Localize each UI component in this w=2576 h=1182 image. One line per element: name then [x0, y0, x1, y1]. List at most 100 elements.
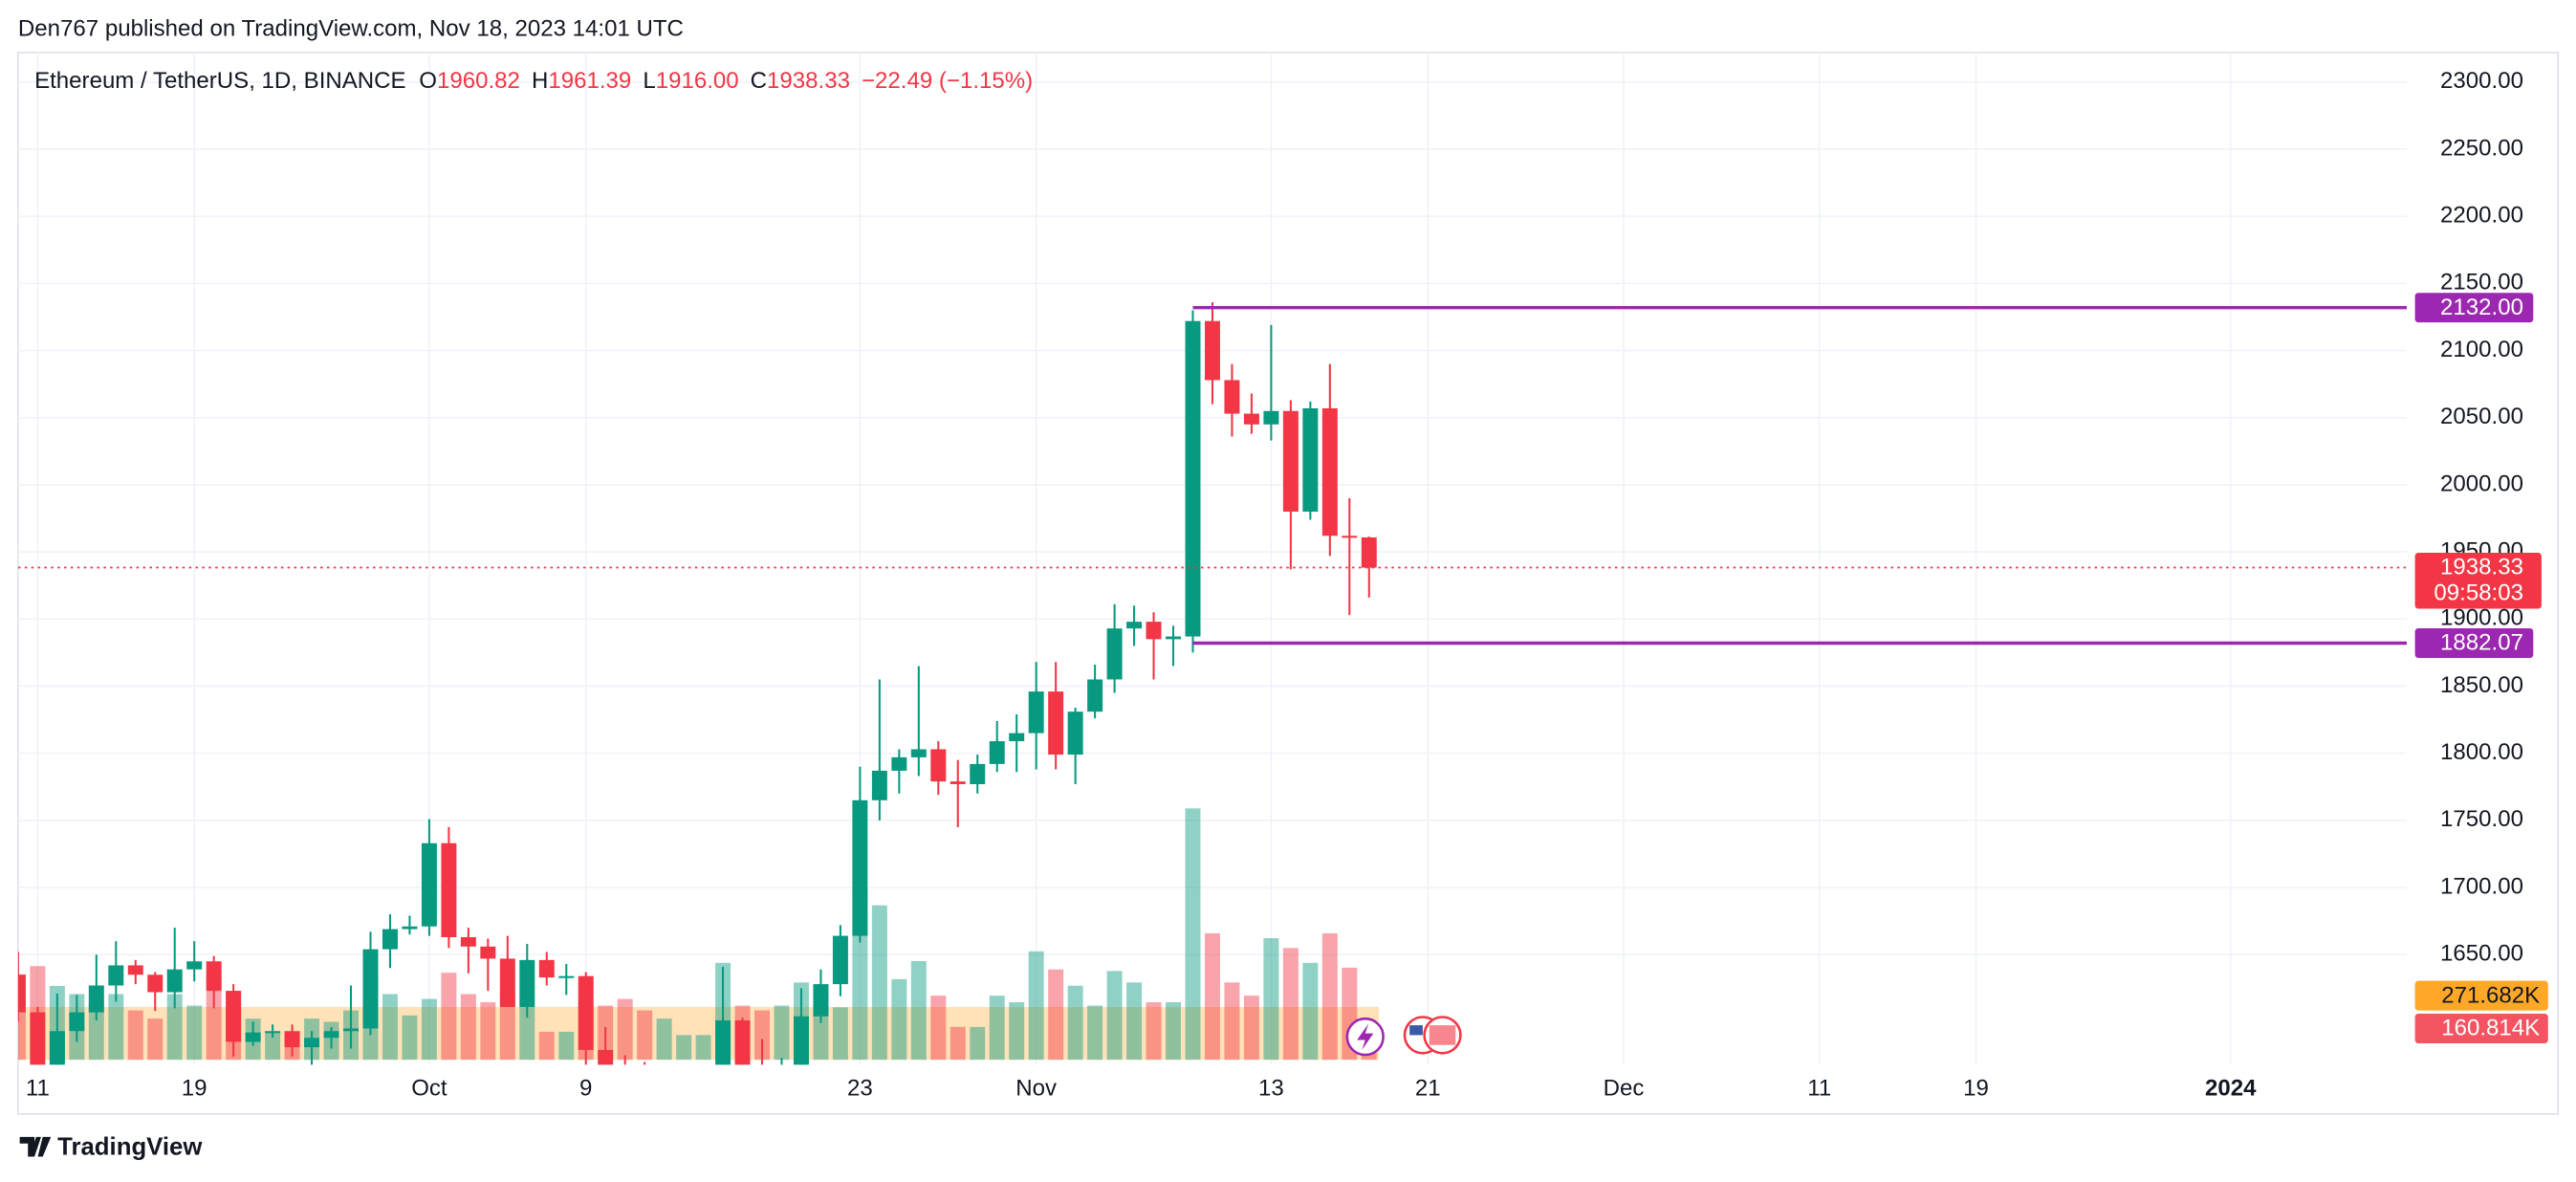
legend-change: −22.49 (−1.15%): [862, 68, 1033, 94]
brand-logo: [19, 1136, 52, 1157]
volume-bar: [1028, 951, 1044, 1061]
volume-bar: [676, 1035, 692, 1061]
x-tick-label: 19: [182, 1075, 207, 1101]
volume-bar: [871, 905, 887, 1061]
volume-bar: [813, 1005, 829, 1061]
candle-body: [441, 843, 457, 937]
legend-value: 1938.33: [767, 68, 850, 94]
volume-bar: [970, 1026, 986, 1061]
legend-value: 1960.82: [437, 68, 520, 94]
hline-price-label: 1882.07: [2440, 630, 2523, 656]
candle-body: [1166, 636, 1182, 640]
x-tick-label: 13: [1258, 1075, 1284, 1101]
candle-body: [69, 1012, 85, 1032]
y-tick-label: 2200.00: [2440, 203, 2523, 229]
candle-body: [1048, 691, 1064, 755]
candle-body: [1224, 380, 1240, 414]
candle-body: [852, 799, 868, 936]
volume-bar: [127, 1010, 143, 1061]
candle-body: [1067, 711, 1083, 755]
candle-body: [402, 926, 418, 930]
event-icons: [1345, 1016, 1462, 1057]
candle-body: [578, 975, 594, 1050]
candle-body: [49, 1031, 65, 1065]
candle-body: [519, 959, 535, 1007]
candle-body: [538, 959, 555, 978]
volume-bar: [1243, 996, 1259, 1061]
candle-body: [1146, 622, 1162, 640]
x-tick-label: Oct: [411, 1075, 448, 1101]
volume-label: 160.814K: [2441, 1016, 2540, 1041]
legend-key: L: [643, 68, 655, 94]
volume-bar: [1067, 985, 1083, 1061]
candle-body: [421, 843, 437, 927]
candle-body: [989, 741, 1005, 764]
x-tick-label: Nov: [1015, 1075, 1057, 1101]
hline-price-label: 2132.00: [2440, 295, 2523, 320]
x-tick-label: 23: [847, 1075, 873, 1101]
x-tick-label: 19: [1963, 1075, 1989, 1101]
brand-name: TradingView: [57, 1134, 203, 1161]
candle-body: [343, 1028, 359, 1032]
x-tick-label: 2024: [2205, 1075, 2257, 1101]
volume-bar: [1126, 982, 1143, 1061]
footer: TradingView: [19, 1134, 203, 1161]
candle-body: [813, 984, 829, 1017]
volume-bar: [166, 994, 183, 1061]
candle-body: [1321, 407, 1338, 536]
candle-body: [362, 949, 379, 1029]
x-tick-label: 21: [1415, 1075, 1441, 1101]
candle-body: [284, 1031, 300, 1048]
y-tick-label: 1750.00: [2440, 806, 2523, 832]
candle-body: [598, 1049, 614, 1065]
candle-body: [1087, 679, 1103, 712]
volume-bar: [1166, 1002, 1182, 1061]
candle-body: [206, 961, 222, 992]
volume-bar: [1263, 938, 1279, 1061]
hline-price-tag: [2414, 628, 2534, 658]
legend-line: Ethereum / TetherUS, 1D, BINANCE O1960.82…: [34, 68, 1033, 94]
volume-bar: [832, 1007, 848, 1061]
volume-bar: [1282, 948, 1299, 1061]
volume-bar: [774, 1005, 790, 1061]
volume-ma-tag: [2414, 980, 2548, 1011]
candle-body: [186, 961, 203, 970]
volume-bar: [910, 960, 927, 1061]
candle-body: [1028, 691, 1044, 733]
volume-bar: [402, 1015, 418, 1061]
volume-bar: [558, 1031, 575, 1061]
candle-body: [460, 936, 476, 947]
volume-bar: [147, 1018, 164, 1061]
volume-bar: [930, 996, 947, 1061]
volume-bar: [1106, 971, 1123, 1061]
volume-bar: [695, 1035, 711, 1061]
candle-body: [1185, 320, 1201, 637]
volume-bar: [891, 978, 907, 1061]
y-tick-label: 2300.00: [2440, 68, 2523, 94]
candle-body: [891, 756, 907, 771]
y-tick-label: 2100.00: [2440, 337, 2523, 362]
candle-body: [1263, 410, 1279, 425]
countdown-label: 09:58:03: [2434, 580, 2523, 605]
volume-bar: [460, 994, 476, 1061]
candle-body: [1342, 536, 1358, 538]
candle-body: [245, 1032, 261, 1042]
x-tick-label: 11: [1807, 1075, 1831, 1101]
hline-price-tag: [2414, 293, 2534, 323]
volume-bar: [265, 1031, 281, 1061]
candle-body: [1302, 407, 1319, 513]
volume-bar: [1204, 932, 1220, 1061]
legend-key: O: [419, 68, 437, 94]
candle-body: [499, 958, 515, 1007]
legend-value: 1916.00: [656, 68, 739, 94]
y-tick-label: 1650.00: [2440, 941, 2523, 967]
volume-bar: [186, 1005, 203, 1061]
volume-bar: [1185, 808, 1201, 1061]
candle-body: [480, 946, 496, 959]
volume-bar: [519, 1005, 535, 1061]
y-tick-label: 2000.00: [2440, 471, 2523, 496]
x-tick-label: 9: [579, 1075, 592, 1101]
flag-glyph: [1409, 1025, 1423, 1036]
candle-body: [1361, 536, 1377, 568]
